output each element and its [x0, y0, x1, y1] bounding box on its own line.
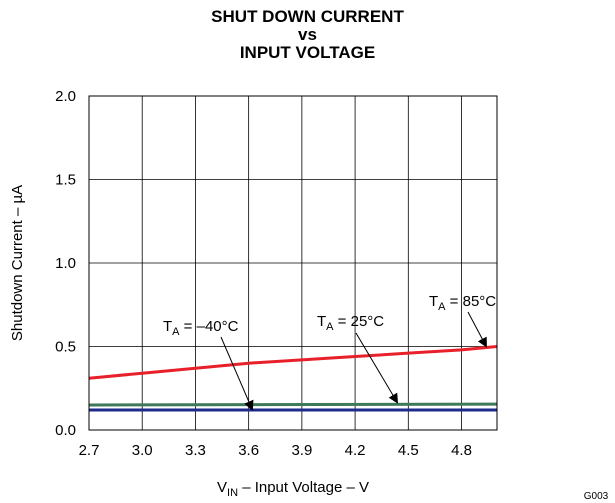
- annotation-25c-t: T: [317, 313, 326, 330]
- annotation-85c-arrow: [467, 311, 487, 348]
- series-layer: [88, 345, 498, 412]
- series-line-0: [88, 345, 498, 380]
- annotation-25c: TA = 25°C: [317, 313, 384, 333]
- annotation-85c-sub: A: [438, 301, 446, 313]
- x-tick-label: 3.3: [185, 442, 206, 459]
- chart-title-line-3: INPUT VOLTAGE: [239, 43, 376, 62]
- figure-id: G003: [584, 491, 609, 502]
- annotation-25c-arrow: [355, 332, 399, 404]
- grid-lines: [89, 96, 497, 430]
- x-tick-label: 4.2: [345, 442, 366, 459]
- annotation-85c-text: = 85°C: [446, 293, 497, 310]
- x-axis-label-main: V: [217, 479, 227, 496]
- annotation-minus40c-arrow: [220, 336, 254, 411]
- x-tick-label: 3.6: [238, 442, 259, 459]
- annotation-85c: TA = 85°C: [429, 293, 496, 313]
- x-tick-label: 3.9: [291, 442, 312, 459]
- x-tick-label: 3.0: [132, 442, 153, 459]
- x-tick-label: 4.8: [451, 442, 472, 459]
- y-axis-label: Shutdown Current – µA: [9, 185, 26, 341]
- x-tick-label: 4.5: [398, 442, 419, 459]
- y-tick-label: 0.5: [55, 339, 76, 356]
- chart-title-line-1: SHUT DOWN CURRENT: [211, 7, 404, 26]
- x-axis-label-sub: IN: [227, 487, 238, 499]
- x-axis-label: VIN – Input Voltage – V: [217, 479, 369, 499]
- series-line-1: [88, 402, 498, 407]
- annotation-minus40c-t: T: [163, 318, 172, 335]
- x-axis-label-rest: – Input Voltage – V: [238, 479, 369, 496]
- annotation-minus40c-sub: A: [172, 326, 180, 338]
- y-tick-label: 1.0: [55, 255, 76, 272]
- plot-frame: [88, 95, 498, 431]
- annotation-25c-sub: A: [326, 321, 334, 333]
- annotation-25c-text: = 25°C: [334, 313, 385, 330]
- y-tick-label: 1.5: [55, 172, 76, 189]
- annotation-minus40c: TA = –40°C: [163, 318, 239, 338]
- chart-title-line-2: vs: [298, 25, 317, 44]
- tick-labels: 2.7 3.0 3.3 3.6 3.9 4.2 4.5 4.8 0.0 0.5 1.0 1.5 2.0: [55, 88, 472, 459]
- annotation-85c-t: T: [429, 293, 438, 310]
- y-tick-label: 0.0: [55, 422, 76, 439]
- x-tick-label: 2.7: [79, 442, 100, 459]
- y-tick-label: 2.0: [55, 88, 76, 105]
- annotation-minus40c-text: = –40°C: [180, 318, 239, 335]
